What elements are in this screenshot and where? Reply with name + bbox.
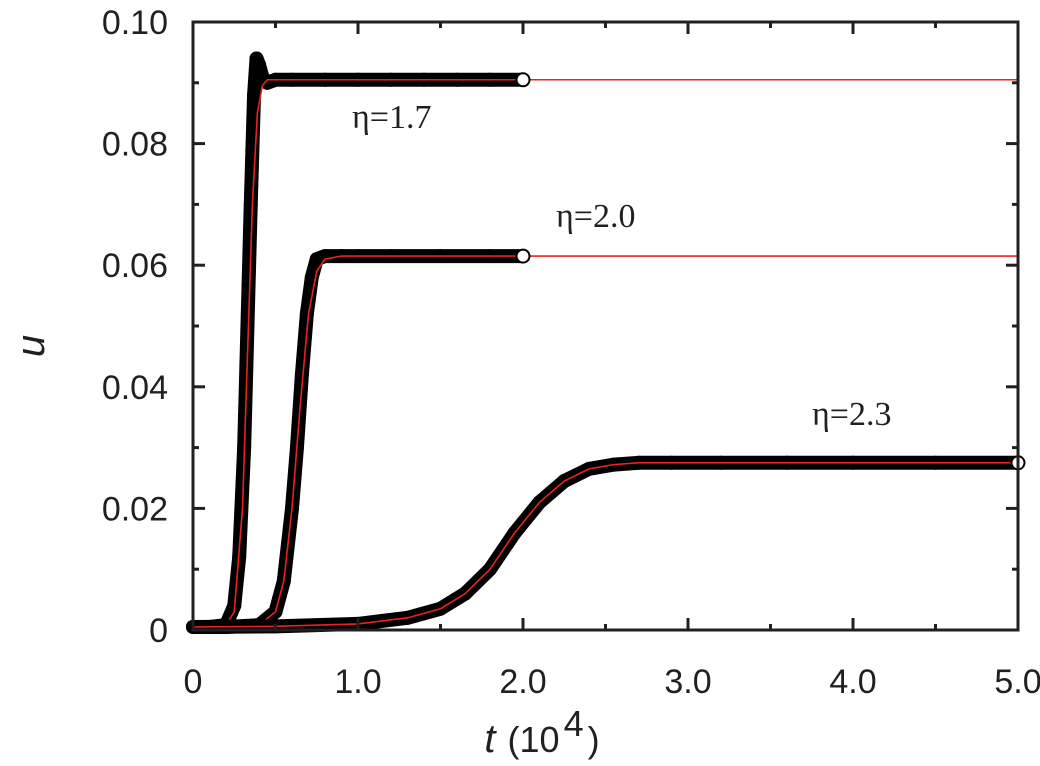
data-point (294, 367, 309, 382)
x-tick-label: 4.0 (829, 663, 876, 701)
plot-frame (191, 20, 1020, 632)
x-axis-label-close: ) (588, 719, 600, 760)
y-tick-label: 0.02 (102, 490, 168, 528)
x-tick-label: 1.0 (334, 663, 381, 701)
x-axis-label-var: t (484, 717, 497, 761)
fit-line (192, 461, 1018, 628)
annotation-eta-2-0: η=2.0 (556, 198, 635, 235)
y-tick-label: 0.08 (102, 126, 168, 164)
data-point (299, 306, 314, 321)
x-tick-label: 3.0 (664, 663, 711, 701)
data-point (243, 197, 258, 212)
marker-band (186, 455, 1025, 634)
annotation-layer: η=1.7 η=2.0 η=2.3 (352, 99, 891, 433)
y-tick-label: 0.06 (102, 247, 168, 285)
y-axis-label: u (9, 335, 53, 357)
series-layer (186, 51, 1026, 634)
end-marker (515, 248, 531, 264)
fit-line (192, 78, 1018, 628)
data-point (240, 319, 255, 333)
data-point (247, 87, 262, 102)
x-axis-label: t (10 4 ) (484, 703, 599, 761)
x-tick-label: 5.0 (994, 663, 1040, 701)
fit-line (192, 255, 1018, 628)
data-point (252, 57, 266, 72)
series-3 (186, 455, 1026, 634)
series-2 (186, 248, 1018, 634)
x-axis-label-exponent: 4 (564, 703, 584, 744)
y-tick-label: 0.10 (102, 4, 168, 42)
marker-band (186, 51, 530, 634)
x-tick-label: 0 (184, 663, 203, 701)
annotation-eta-2-3: η=2.3 (812, 396, 891, 433)
annotation-eta-1-7: η=1.7 (352, 99, 431, 136)
end-marker (515, 72, 531, 88)
x-tick-label: 2.0 (499, 663, 546, 701)
data-point (318, 249, 332, 264)
y-tick-label: 0 (149, 612, 168, 650)
x-axis-label-unit: (10 (508, 719, 560, 760)
y-tick-label: 0.04 (102, 369, 168, 407)
tick-layer: 0 1.0 2.0 3.0 4.0 5.0 0 0.02 0.04 0.06 0.08 0.10 (102, 4, 1040, 701)
